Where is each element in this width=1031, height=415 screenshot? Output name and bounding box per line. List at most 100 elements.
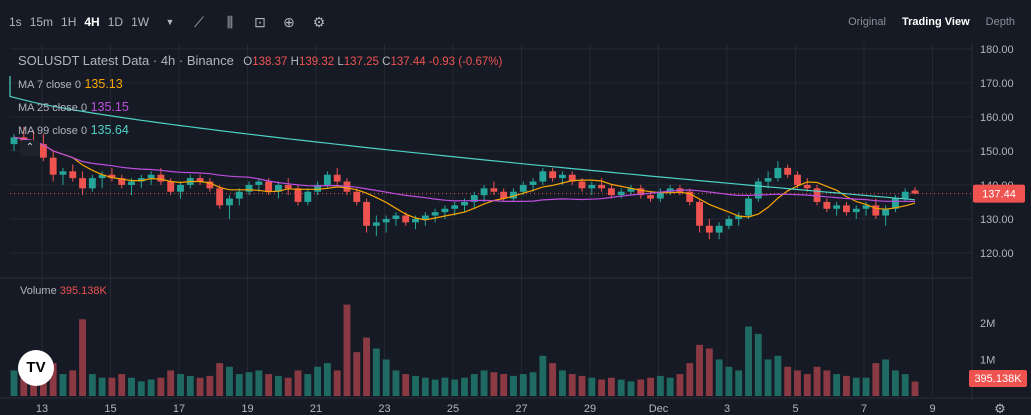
volume-bar	[147, 379, 155, 396]
volume-bar	[598, 379, 606, 396]
volume-bar	[69, 370, 77, 396]
axis-settings-icon[interactable]: ⚙	[994, 402, 1006, 415]
candle-body	[98, 174, 106, 179]
last-volume-text: 395.138K	[974, 373, 1022, 385]
ma25-row[interactable]: MA 25 close 0 135.15	[18, 100, 129, 114]
volume-bar	[128, 377, 135, 396]
collapse-legend-button[interactable]: ⌃	[20, 140, 40, 156]
candle-body	[284, 184, 292, 189]
candle-body	[578, 181, 586, 189]
volume-bar	[226, 366, 233, 396]
volume-bar	[98, 377, 106, 396]
time-tick-label: 5	[792, 403, 798, 415]
time-tick-label: 21	[310, 403, 322, 415]
candle-body	[637, 188, 645, 196]
candle-body	[745, 198, 752, 216]
add-icon[interactable]: ⊕	[283, 14, 295, 30]
price-tick-label: 120.00	[980, 248, 1014, 260]
candle-body	[725, 218, 733, 226]
volume-bar	[901, 374, 909, 396]
candle-body	[226, 198, 233, 206]
legend-title-row: SOLUSDT Latest Data · 4h · Binance O138.…	[18, 50, 502, 73]
candle-body	[255, 181, 263, 185]
ma7-row[interactable]: MA 7 close 0 135.13	[18, 77, 123, 91]
volume-bar	[911, 381, 919, 396]
timeframe-1s[interactable]: 1s	[9, 15, 22, 29]
volume-bar	[353, 352, 361, 396]
last-volume-badge	[969, 370, 1027, 387]
candle-body	[588, 184, 596, 189]
volume-bar	[862, 377, 870, 396]
volume-bar	[274, 375, 282, 396]
volume-tick-label: 2M	[980, 318, 995, 330]
timeframe-1h[interactable]: 1H	[61, 15, 77, 29]
candle-body	[705, 225, 713, 233]
volume-bar	[676, 374, 684, 396]
indicators-icon[interactable]: ⟋	[194, 14, 204, 30]
candle-body	[69, 171, 77, 179]
candle-body	[333, 174, 341, 182]
timeframe-1w[interactable]: 1W	[131, 15, 150, 29]
volume-bar	[157, 377, 165, 396]
volume-bar	[451, 379, 459, 396]
volume-bar	[568, 374, 576, 396]
candle-body	[862, 205, 870, 209]
candle-body	[901, 191, 909, 199]
volume-bar	[363, 337, 370, 396]
volume-bar	[79, 319, 86, 396]
candle-type-icon[interactable]: ⫼	[226, 14, 234, 30]
volume-bar	[284, 377, 292, 396]
candle-body	[196, 178, 204, 182]
candle-body	[833, 205, 841, 209]
settings-icon[interactable]: ⚙	[312, 14, 326, 30]
volume-bar	[735, 370, 743, 396]
view-original[interactable]: Original	[848, 16, 886, 28]
ma7-line	[13, 136, 916, 221]
candle-body	[79, 178, 86, 189]
volume-bar	[833, 374, 841, 396]
candle-body	[882, 208, 890, 216]
chevron-down-icon[interactable]: ▼	[165, 17, 175, 27]
candle-body	[128, 181, 135, 185]
volume-bar	[216, 363, 224, 396]
timeframe-15m[interactable]: 15m	[29, 15, 54, 29]
volume-bar	[108, 377, 116, 396]
price-tick-label: 160.00	[980, 112, 1014, 124]
volume-bar	[10, 370, 18, 396]
volume-bar	[20, 377, 28, 396]
volume-bar	[421, 377, 429, 396]
volume-bar	[402, 374, 410, 396]
candle-body	[568, 174, 576, 182]
ma25-line	[13, 136, 916, 203]
time-tick-label: 13	[36, 403, 48, 415]
candle-body	[167, 181, 175, 192]
candle-body	[412, 218, 419, 223]
candle-body	[304, 191, 312, 202]
volume-bar	[510, 375, 517, 396]
candle-body	[647, 195, 655, 199]
candle-body	[843, 205, 850, 213]
volume-bar	[137, 381, 145, 396]
volume-bar	[637, 379, 645, 396]
candle-body	[39, 144, 47, 158]
volume-legend: Volume 395.138K	[20, 285, 107, 297]
volume-bar	[118, 374, 126, 396]
volume-bar	[431, 379, 439, 396]
volume-bar	[235, 374, 243, 396]
ma99-line	[9, 76, 916, 201]
volume-bar	[470, 374, 478, 396]
candle-body	[137, 178, 145, 182]
candle-body	[206, 181, 214, 189]
ma99-row[interactable]: MA 99 close 0 135.64	[18, 123, 129, 137]
volume-bar	[294, 370, 302, 396]
timeframe-4h[interactable]: 4H	[84, 15, 100, 29]
view-depth[interactable]: Depth	[985, 16, 1015, 28]
time-tick-label: 15	[104, 403, 116, 415]
volume-bar	[392, 370, 400, 396]
view-trading-view[interactable]: Trading View	[901, 16, 970, 28]
timeframe-1d[interactable]: 1D	[107, 15, 124, 29]
time-tick-label: 25	[447, 403, 459, 415]
camera-icon[interactable]: ⊡	[254, 14, 266, 30]
candle-body	[598, 184, 606, 189]
